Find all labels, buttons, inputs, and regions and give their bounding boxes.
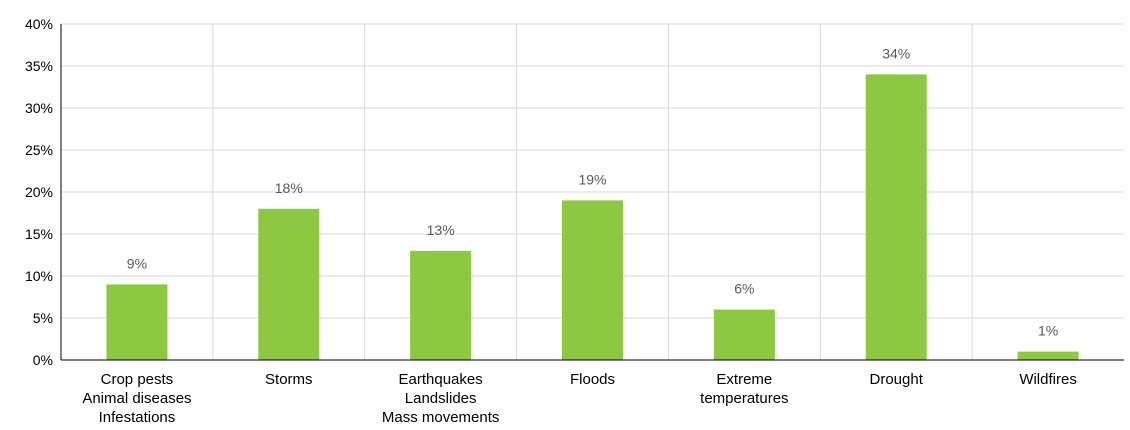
y-tick-label: 35% <box>25 58 53 74</box>
category-label: Extreme <box>716 371 772 388</box>
y-tick-label: 0% <box>33 352 53 368</box>
bar <box>865 74 927 361</box>
y-tick-label: 20% <box>25 184 53 200</box>
y-tick-label: 10% <box>25 268 53 284</box>
category-label: temperatures <box>700 390 788 407</box>
category-label: Mass movements <box>382 409 500 426</box>
x-category-labels: Crop pests Animal diseases Infestations Sto… <box>82 371 1077 426</box>
category-label: Wildfires <box>1019 371 1077 388</box>
category-label: Crop pests <box>101 371 174 388</box>
data-labels: 9% 18% 13% 19% 6% 34% 1% <box>127 45 1058 338</box>
grid-lines <box>61 23 1124 360</box>
bar <box>258 208 320 360</box>
y-tick-labels: 0% 5% 10% 15% 20% 25% 30% 35% 40% <box>25 16 53 368</box>
y-tick-label: 5% <box>33 310 53 326</box>
data-label: 6% <box>734 281 754 297</box>
bars <box>106 74 1079 361</box>
data-label: 34% <box>882 45 910 61</box>
category-label: Floods <box>570 371 615 388</box>
category-label: Earthquakes <box>399 371 483 388</box>
y-tick-label: 30% <box>25 100 53 116</box>
data-label: 19% <box>578 171 606 187</box>
y-tick-label: 40% <box>25 16 53 32</box>
category-label: Storms <box>265 371 313 388</box>
category-label: Drought <box>870 371 924 388</box>
bar <box>713 309 775 360</box>
axes <box>60 24 1124 361</box>
category-label: Animal diseases <box>82 390 191 407</box>
category-label: Infestations <box>99 409 176 426</box>
bar <box>1017 351 1079 360</box>
bar <box>106 284 168 360</box>
y-tick-label: 25% <box>25 142 53 158</box>
data-label: 9% <box>127 255 147 271</box>
data-label: 1% <box>1038 323 1058 339</box>
category-label: Landslides <box>405 390 477 407</box>
bar <box>410 250 472 360</box>
y-tick-label: 15% <box>25 226 53 242</box>
bar <box>562 200 623 360</box>
data-label: 13% <box>427 222 455 238</box>
data-label: 18% <box>275 180 303 196</box>
